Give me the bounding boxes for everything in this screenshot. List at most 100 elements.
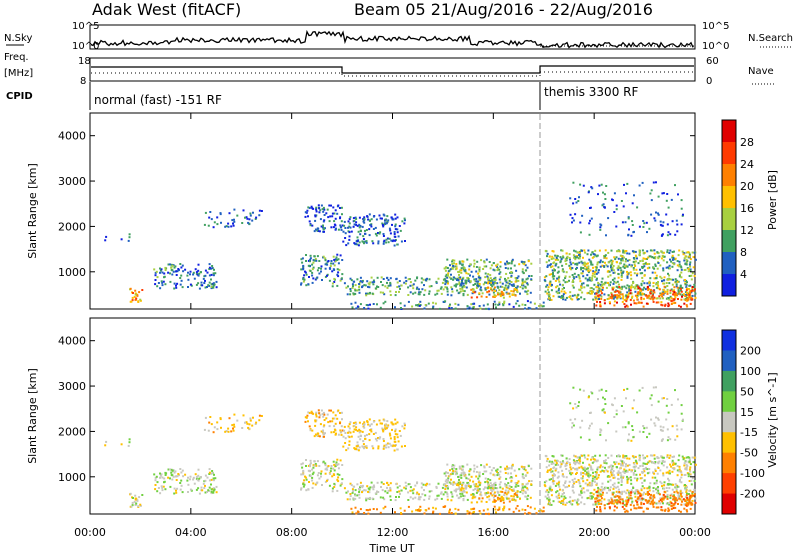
echo-cell <box>599 288 602 291</box>
echo-cell <box>427 302 430 305</box>
echo-cell <box>616 502 619 505</box>
echo-cell <box>684 295 687 297</box>
echo-cell <box>683 474 686 476</box>
echo-cell <box>648 489 651 492</box>
echo-cell <box>591 496 594 499</box>
echo-cell <box>656 267 659 270</box>
echo-cell <box>602 286 604 289</box>
echo-cell <box>612 474 615 477</box>
echo-cell <box>386 491 389 494</box>
echo-cell <box>458 475 461 478</box>
echo-cell <box>389 499 392 501</box>
echo-cell <box>547 496 550 499</box>
echo-cell <box>555 495 558 498</box>
echo-cell <box>603 411 606 414</box>
echo-cell <box>409 284 412 287</box>
echo-cell <box>334 414 337 417</box>
echo-cell <box>414 484 417 487</box>
echo-cell <box>642 502 645 505</box>
echo-cell <box>632 267 635 269</box>
echo-cell <box>127 444 130 447</box>
echo-cell <box>586 458 589 461</box>
echo-cell <box>440 497 443 500</box>
echo-cell <box>192 476 195 479</box>
echo-cell <box>498 292 501 295</box>
echo-cell <box>655 301 658 304</box>
echo-cell <box>546 471 549 473</box>
echo-cell <box>442 493 445 496</box>
echo-cell <box>659 264 662 267</box>
echo-cell <box>311 429 314 432</box>
echo-cell <box>522 477 525 480</box>
echo-cell <box>557 266 560 269</box>
echo-cell <box>211 265 214 267</box>
echo-cell <box>459 492 462 495</box>
echo-cell <box>676 280 679 283</box>
echo-cell <box>371 497 374 500</box>
echo-cell <box>666 493 669 496</box>
echo-cell <box>659 292 662 295</box>
echo-cell <box>339 484 342 487</box>
echo-cell <box>496 265 498 268</box>
echo-cell <box>372 228 375 230</box>
echo-cell <box>569 258 571 261</box>
echo-cell <box>669 295 672 298</box>
echo-cell <box>680 298 683 301</box>
echo-cell <box>352 225 355 228</box>
echo-cell <box>637 506 640 509</box>
echo-cell <box>472 302 475 305</box>
echo-cell <box>605 462 608 465</box>
echo-cell <box>662 472 665 475</box>
echo-cell <box>451 471 454 474</box>
echo-cell <box>504 491 507 494</box>
echo-cell <box>501 490 504 493</box>
echo-cell <box>587 271 590 274</box>
echo-cell <box>645 426 648 429</box>
echo-cell <box>248 427 251 430</box>
echo-cell <box>177 473 180 475</box>
echo-cell <box>594 454 597 457</box>
echo-cell <box>311 473 314 476</box>
echo-cell <box>625 505 628 508</box>
echo-cell <box>384 300 387 303</box>
echo-cell <box>638 249 641 252</box>
echo-cell <box>345 286 348 289</box>
echo-cell <box>581 496 584 499</box>
echo-cell <box>450 512 453 514</box>
echo-cell <box>331 282 334 285</box>
echo-cell <box>650 288 652 291</box>
echo-cell <box>309 463 312 466</box>
echo-cell <box>492 288 495 291</box>
echo-cell <box>619 498 622 501</box>
echo-cell <box>551 460 554 463</box>
echo-cell <box>608 284 611 287</box>
echo-cell <box>466 305 469 308</box>
echo-cell <box>348 225 351 228</box>
echo-cell <box>155 475 158 478</box>
echo-cell <box>648 297 651 300</box>
echo-cell <box>359 276 362 279</box>
echo-cell <box>596 261 599 264</box>
echo-cell <box>685 468 688 471</box>
echo-cell <box>526 283 529 286</box>
echo-cell <box>318 412 321 415</box>
echo-cell <box>573 454 575 457</box>
echo-cell <box>683 269 686 271</box>
echo-cell <box>527 306 530 309</box>
echo-cell <box>550 289 553 292</box>
echo-cell <box>518 263 521 266</box>
echo-cell <box>105 235 108 238</box>
echo-cell <box>632 299 635 302</box>
echo-cell <box>195 476 198 479</box>
echo-cell <box>631 455 634 458</box>
echo-cell <box>476 260 479 263</box>
echo-cell <box>689 470 692 473</box>
echo-cell <box>364 284 367 287</box>
echo-cell <box>370 481 373 484</box>
echo-cell <box>604 466 606 469</box>
echo-cell <box>389 489 392 492</box>
echo-cell <box>488 498 491 501</box>
echo-cell <box>525 290 528 293</box>
echo-cell <box>399 507 402 510</box>
echo-cell <box>670 299 673 302</box>
